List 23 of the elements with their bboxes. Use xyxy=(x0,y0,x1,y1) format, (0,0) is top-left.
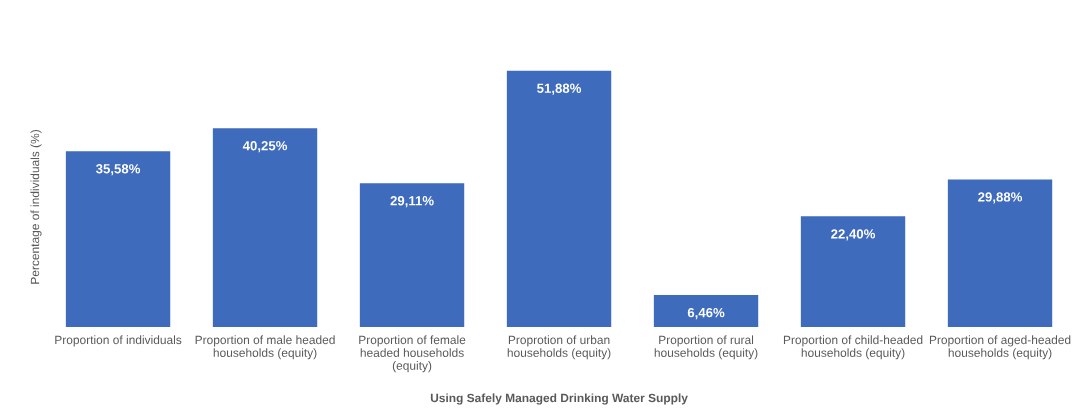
data-label: 35,58% xyxy=(95,164,141,176)
bar xyxy=(653,295,759,328)
data-label: 51,88% xyxy=(537,83,582,95)
data-label: 6,46% xyxy=(687,307,725,320)
y-axis-title: Percentage of individuals (%) xyxy=(30,130,42,284)
data-label: 29,11% xyxy=(390,196,434,208)
bar xyxy=(212,128,318,328)
bar xyxy=(359,183,465,328)
x-tick-label: Proportion of rural households (equity) xyxy=(654,335,758,360)
data-label: 29,88% xyxy=(978,192,1023,204)
x-tick-label: Proportion of child-headed households (equity) xyxy=(783,335,923,360)
x-tick-label: Proportion of female headed households (equity) xyxy=(359,335,466,373)
x-tick-label: Proportion of male headed households (equity) xyxy=(195,335,335,360)
x-axis-title: Using Safely Managed Drinking Water Supply xyxy=(430,393,688,405)
data-label: 40,25% xyxy=(242,141,288,153)
x-tick-label: Proportion of individuals xyxy=(55,335,182,347)
bar xyxy=(506,70,612,328)
bar xyxy=(947,179,1053,328)
data-label: 22,40% xyxy=(831,229,876,241)
bar xyxy=(65,151,171,328)
x-tick-label: Proportion of aged-headed households (equity) xyxy=(929,335,1071,360)
x-tick-label: Proprotion of urban households (equity) xyxy=(507,335,611,360)
bar xyxy=(800,216,906,328)
